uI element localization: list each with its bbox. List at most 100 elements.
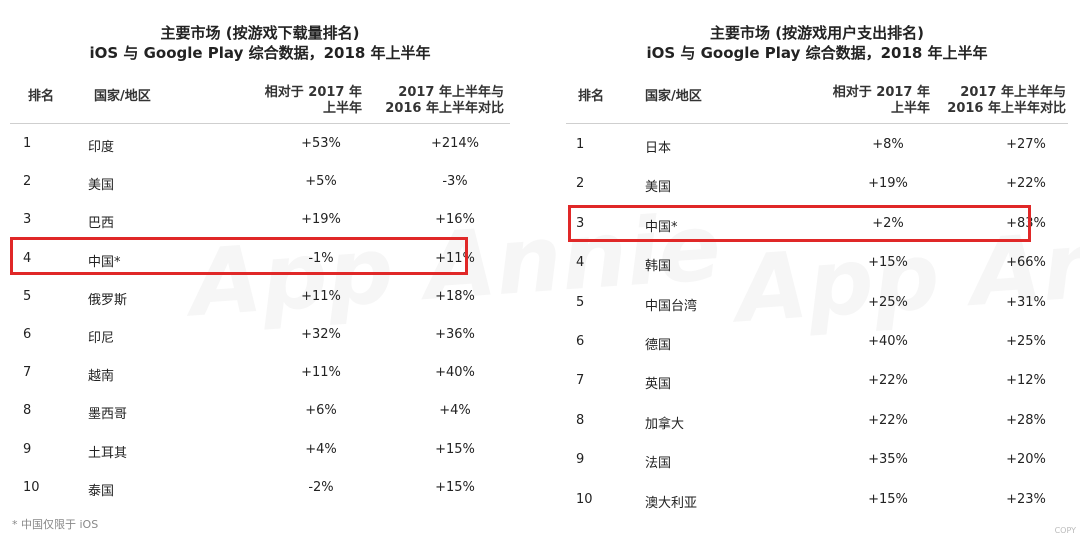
rank-cell: 6 xyxy=(576,334,585,349)
country-cell: 韩国 xyxy=(645,259,672,275)
vs-2016-cell: +16% xyxy=(435,212,475,228)
header-2017-vs-2016: 2017 年上半年与 2016 年上半年对比 xyxy=(364,85,504,117)
country-cell: 中国* xyxy=(88,254,121,270)
copyright-text: COPY xyxy=(1054,526,1076,535)
header-2017-vs-2016-line2: 2016 年上半年对比 xyxy=(385,101,504,116)
table-row: 10 澳大利亚 +15% +23% xyxy=(566,486,1068,516)
vs-2016-cell: +28% xyxy=(1006,412,1046,428)
vs-2017-cell: +25% xyxy=(868,294,908,310)
rank-cell: 5 xyxy=(576,294,585,310)
vs-2016-cell: +11% xyxy=(435,250,475,266)
country-cell: 印尼 xyxy=(88,331,115,346)
table-row: 1 日本 +8% +27% xyxy=(566,131,1068,161)
table-row: 8 加拿大 +22% +28% xyxy=(566,407,1068,437)
vs-2017-cell: +8% xyxy=(872,137,904,152)
table-row: 3 巴西 +19% +16% xyxy=(10,206,510,236)
rank-cell: 4 xyxy=(576,255,585,271)
vs-2016-cell: -3% xyxy=(442,174,468,190)
vs-2017-cell: +40% xyxy=(868,334,908,349)
rank-cell: 1 xyxy=(23,136,32,151)
rank-cell: 5 xyxy=(23,288,32,304)
table-row: 6 印尼 +32% +36% xyxy=(10,321,510,351)
vs-2016-cell: +15% xyxy=(435,441,475,457)
vs-2016-cell: +15% xyxy=(435,479,475,495)
header-2017-vs-2016-line1: 2017 年上半年与 xyxy=(960,85,1066,100)
footnote: * 中国仅限于 iOS xyxy=(12,518,99,531)
table-subtitle: iOS 与 Google Play 综合数据，2018 年上半年 xyxy=(89,44,431,62)
vs-2016-cell: +12% xyxy=(1006,373,1046,389)
vs-2016-cell: +20% xyxy=(1006,452,1046,468)
table-row: 9 法国 +35% +20% xyxy=(566,446,1068,476)
vs-2017-cell: +6% xyxy=(305,403,337,419)
header-vs-2017: 相对于 2017 年 上半年 xyxy=(222,85,362,117)
vs-2017-cell: +11% xyxy=(301,365,341,381)
table-row: 2 美国 +19% +22% xyxy=(566,170,1068,200)
vs-2016-cell: +214% xyxy=(430,136,480,151)
vs-2016-cell: +23% xyxy=(1006,491,1046,507)
country-cell: 中国* xyxy=(645,219,678,235)
table-row: 10 泰国 -2% +15% xyxy=(10,474,510,504)
rank-cell: 6 xyxy=(23,327,32,342)
rank-cell: 10 xyxy=(576,491,593,507)
vs-2017-cell: +22% xyxy=(868,373,908,389)
vs-2017-cell: +15% xyxy=(868,491,908,507)
rank-cell: 2 xyxy=(576,176,585,192)
table-row: 3 中国* +2% +83% xyxy=(566,210,1068,240)
vs-2016-cell: +31% xyxy=(1006,294,1046,310)
vs-2017-cell: +11% xyxy=(301,288,341,304)
header-rule xyxy=(566,123,1068,124)
header-rank: 排名 xyxy=(28,89,55,104)
header-vs-2017-line2: 上半年 xyxy=(890,101,930,116)
table-row: 4 韩国 +15% +66% xyxy=(566,249,1068,279)
table-row: 2 美国 +5% -3% xyxy=(10,168,510,198)
country-cell: 美国 xyxy=(645,180,672,196)
header-vs-2017: 相对于 2017 年 上半年 xyxy=(790,85,930,117)
country-cell: 土耳其 xyxy=(88,445,128,461)
country-cell: 法国 xyxy=(645,456,672,472)
country-cell: 澳大利亚 xyxy=(645,495,698,511)
country-cell: 德国 xyxy=(645,338,672,353)
table-row: 7 越南 +11% +40% xyxy=(10,359,510,389)
country-cell: 巴西 xyxy=(88,216,115,232)
vs-2016-cell: +36% xyxy=(435,327,475,342)
vs-2016-cell: +25% xyxy=(1006,334,1046,349)
highlight-box xyxy=(10,237,468,275)
vs-2016-cell: +27% xyxy=(1006,137,1046,152)
table-row: 5 中国台湾 +25% +31% xyxy=(566,289,1068,319)
rank-cell: 9 xyxy=(23,441,32,457)
country-cell: 墨西哥 xyxy=(88,407,128,423)
rank-cell: 4 xyxy=(23,250,32,266)
rank-cell: 3 xyxy=(23,212,32,228)
vs-2017-cell: +15% xyxy=(868,255,908,271)
vs-2017-cell: -1% xyxy=(308,250,334,266)
rank-cell: 2 xyxy=(23,174,32,190)
header-vs-2017-line1: 相对于 2017 年 xyxy=(832,85,930,100)
vs-2016-cell: +18% xyxy=(435,288,475,304)
country-cell: 俄罗斯 xyxy=(88,292,128,308)
country-cell: 泰国 xyxy=(88,483,115,499)
vs-2017-cell: +32% xyxy=(301,327,341,342)
table-subtitle: iOS 与 Google Play 综合数据，2018 年上半年 xyxy=(646,44,988,62)
rank-cell: 8 xyxy=(576,412,585,428)
table-row: 1 印度 +53% +214% xyxy=(10,130,510,160)
header-vs-2017-line2: 上半年 xyxy=(322,101,362,116)
header-country: 国家/地区 xyxy=(94,89,151,104)
header-2017-vs-2016: 2017 年上半年与 2016 年上半年对比 xyxy=(926,85,1066,117)
vs-2016-cell: +4% xyxy=(439,403,471,419)
table-row: 7 英国 +22% +12% xyxy=(566,367,1068,397)
vs-2017-cell: +19% xyxy=(301,212,341,228)
table-row: 5 俄罗斯 +11% +18% xyxy=(10,283,510,313)
vs-2017-cell: +19% xyxy=(868,176,908,192)
header-2017-vs-2016-line2: 2016 年上半年对比 xyxy=(947,101,1066,116)
table-row: 9 土耳其 +4% +15% xyxy=(10,436,510,466)
header-country: 国家/地区 xyxy=(645,89,702,104)
country-cell: 中国台湾 xyxy=(645,298,698,314)
vs-2016-cell: +40% xyxy=(435,365,475,381)
country-cell: 英国 xyxy=(645,377,672,393)
table-title: 主要市场 (按游戏下载量排名) xyxy=(160,24,360,42)
table-row: 4 中国* -1% +11% xyxy=(10,245,510,275)
header-vs-2017-line1: 相对于 2017 年 xyxy=(264,85,362,100)
vs-2017-cell: +2% xyxy=(872,215,904,231)
vs-2017-cell: +53% xyxy=(301,136,341,151)
vs-2017-cell: +35% xyxy=(868,452,908,468)
